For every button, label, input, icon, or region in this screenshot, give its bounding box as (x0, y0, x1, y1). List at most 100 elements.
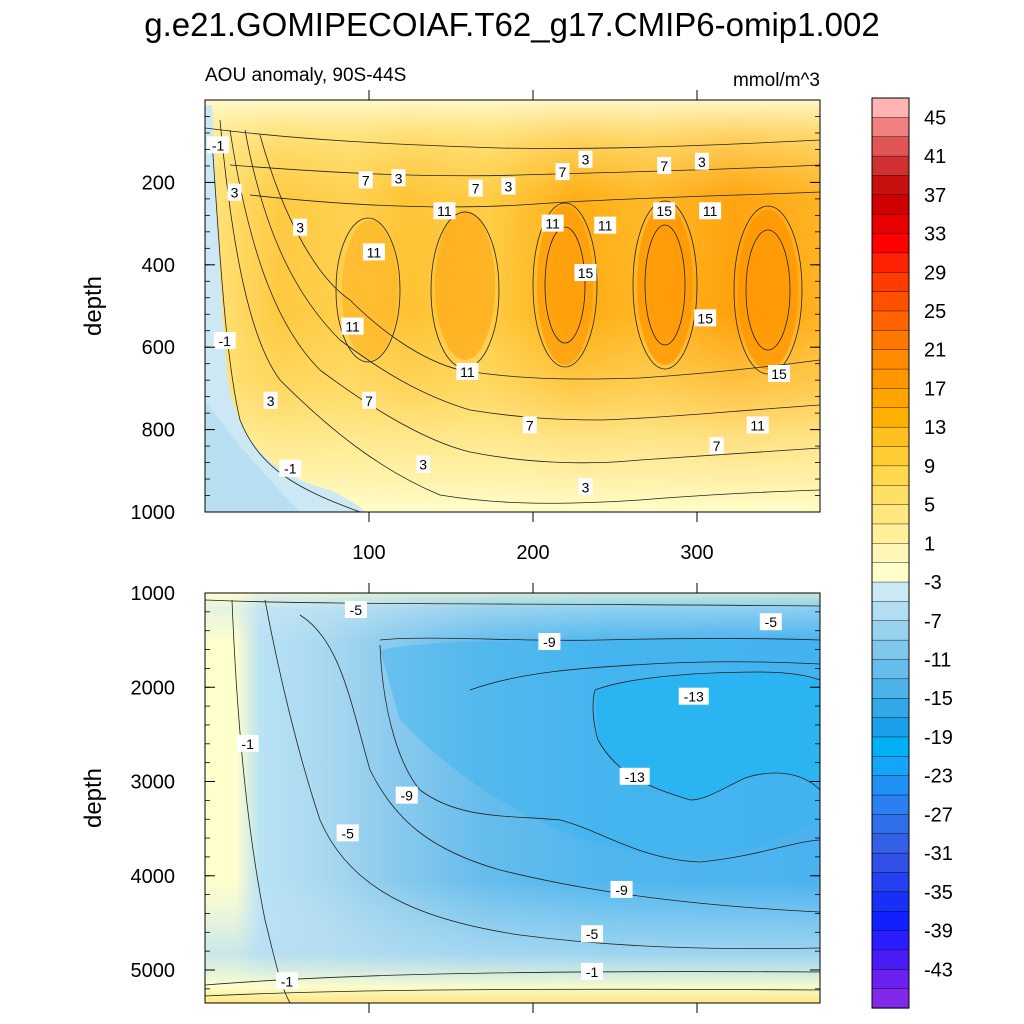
contour-label: 7 (526, 417, 534, 433)
colorbar-swatch (871, 310, 910, 331)
upper-xtick-label: 300 (680, 542, 713, 564)
contour-label-bg (501, 177, 516, 195)
colorbar-swatch (871, 949, 910, 970)
contour-label-bg (541, 214, 564, 232)
contour-label: 11 (367, 244, 382, 260)
contour-label-bg (699, 202, 722, 220)
colorbar-label: -31 (924, 843, 953, 865)
colorbar-label: 17 (924, 378, 946, 400)
contour-label: 15 (771, 366, 787, 382)
contour-label: 7 (559, 164, 567, 180)
colorbar-swatch (871, 155, 910, 177)
colorbar-swatch (871, 988, 910, 1009)
contour-label: 7 (660, 158, 668, 174)
upper-ytick-label: 400 (142, 255, 175, 277)
colorbar-swatch (871, 213, 910, 235)
contour-label: 3 (231, 185, 239, 201)
contour-label-bg (236, 734, 259, 752)
contour-label-bg (227, 183, 242, 201)
colorbar-label: 13 (924, 417, 946, 439)
colorbar-label: -3 (924, 572, 942, 594)
contour-label: -1 (218, 333, 231, 349)
colorbar-swatch (871, 504, 910, 525)
lower-plot-frame (204, 592, 821, 1004)
contour-label-bg (522, 416, 537, 434)
contour-label-bg (279, 459, 302, 477)
colorbar-label: -43 (924, 959, 953, 981)
contour-line (745, 229, 791, 351)
contour-label-bg (213, 332, 236, 350)
contour-label: 3 (296, 220, 304, 236)
contour-label-bg (578, 478, 593, 496)
contour-line (264, 599, 820, 950)
colorbar-swatch (871, 620, 910, 641)
contour-label-bg (207, 136, 230, 154)
contour-line (205, 988, 820, 997)
lower-depth-shading (205, 593, 820, 1003)
colorbar-swatch (871, 794, 910, 815)
contour-label-bg (362, 391, 376, 409)
contour-label-bg (468, 179, 483, 197)
contour-label: 3 (698, 154, 706, 170)
contour-label: -1 (586, 964, 599, 980)
colorbar-swatch (871, 756, 910, 777)
upper-plot-frame (204, 99, 821, 513)
contour-line (229, 129, 820, 464)
colorbar-label: -23 (924, 766, 953, 788)
colorbar-label: 45 (924, 107, 946, 129)
colorbar-swatch (871, 678, 910, 699)
contour-line (335, 217, 401, 363)
colorbar: 45 41 37 33 29 25 21 17 13 9 5 1 -3 -7 -11 -15 -19 -23 -27… (871, 97, 953, 1009)
colorbar-swatch (871, 117, 910, 138)
colorbar-swatch (871, 562, 910, 583)
contour-label: -1 (212, 137, 225, 153)
core-maximum (637, 205, 693, 365)
contour-label-bg (456, 362, 479, 380)
contour-label-bg (276, 972, 298, 990)
contour-label: 3 (582, 152, 590, 168)
colorbar-swatch (871, 485, 910, 506)
colorbar-swatch (871, 368, 910, 390)
colorbar-swatch (871, 388, 910, 409)
colorbar-label: 29 (924, 262, 946, 284)
contour-label: -5 (765, 614, 778, 630)
colorbar-swatch (871, 581, 910, 603)
colorbar-label: 33 (924, 224, 946, 246)
contour-label: -1 (241, 736, 254, 752)
contour-label-bg (391, 169, 406, 187)
colorbar-label: 37 (924, 185, 946, 207)
contour-label: 11 (703, 203, 718, 219)
upper-ytick-label: 1000 (131, 502, 176, 524)
core-maximum (738, 210, 798, 370)
lower-ytick-label: 1000 (131, 583, 176, 605)
contour-label-bg (768, 364, 790, 382)
figure-title: g.e21.GOMIPECOIAF.T62_g17.CMIP6-omip1.00… (144, 6, 880, 43)
contour-label: 3 (267, 393, 275, 409)
contour-label: -9 (400, 788, 413, 804)
contour-label-bg (358, 171, 373, 189)
contour-label: 3 (419, 457, 427, 473)
contour-label-bg (594, 216, 617, 234)
colorbar-label: 25 (924, 301, 946, 323)
contour-label: -1 (281, 973, 294, 989)
contour-label-bg (678, 687, 709, 705)
contour-label-bg (336, 824, 359, 842)
contour-label: 7 (365, 393, 373, 409)
contour-label-bg (619, 767, 650, 785)
colorbar-label: 41 (924, 146, 946, 168)
contour-label-bg (694, 309, 717, 327)
contour-label: 15 (578, 265, 594, 281)
contour-label: -9 (543, 634, 556, 650)
contour-label-bg (694, 152, 709, 170)
colorbar-swatch (871, 833, 910, 854)
contour-label: 7 (713, 438, 721, 454)
contour-label: 11 (437, 203, 452, 219)
contour-label: 3 (395, 170, 403, 186)
colorbar-swatch (871, 407, 910, 428)
contour-label-bg (344, 600, 367, 618)
colorbar-swatch (871, 175, 910, 196)
colorbar-label: -35 (924, 882, 953, 904)
contour-label: -5 (586, 926, 599, 942)
colorbar-swatch (871, 136, 910, 157)
contour-line (544, 226, 586, 344)
